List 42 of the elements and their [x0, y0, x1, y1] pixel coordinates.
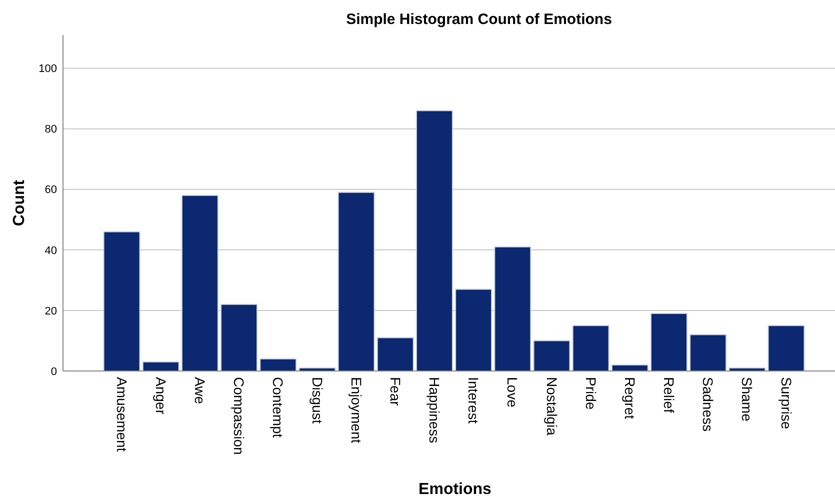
x-tick-label: Relief: [661, 377, 678, 413]
x-tick-label: Amusement: [114, 377, 130, 452]
x-tick-label: Shame: [739, 377, 756, 422]
x-tick-label: Pride: [582, 377, 599, 410]
bar: [376, 337, 414, 372]
y-tick-label: 40: [44, 244, 57, 257]
x-tick-label: Happiness: [426, 377, 443, 444]
x-axis-title: Emotions: [418, 481, 492, 498]
bar: [690, 334, 727, 372]
x-tick-label: Disgust: [309, 377, 326, 424]
bar: [220, 304, 258, 372]
x-tick-label: Anger: [152, 377, 169, 415]
bar: [572, 325, 610, 372]
bar: [768, 325, 805, 372]
x-tick-label: Surprise: [778, 377, 794, 430]
x-tick-label: Enjoyment: [348, 377, 364, 444]
y-tick-label: 60: [44, 184, 57, 196]
x-tick-label: Awe: [192, 377, 208, 404]
chart-title: Simple Histogram Count of Emotions: [346, 11, 612, 28]
bar: [338, 192, 375, 372]
bar: [103, 231, 140, 372]
bar: [416, 110, 453, 372]
bar: [142, 361, 180, 372]
bar: [181, 194, 218, 372]
y-tick-label: 0: [50, 366, 57, 378]
bar: [260, 358, 297, 372]
bar: [533, 340, 570, 372]
bar: [650, 312, 688, 372]
x-tick-label: Fear: [387, 377, 404, 406]
bar: [455, 288, 492, 372]
x-tick-label: Contempt: [270, 377, 286, 438]
x-tick-label: Sadness: [700, 377, 716, 432]
y-axis-title: Count: [11, 179, 28, 226]
bar: [494, 246, 532, 372]
x-tick-label: Nostalgia: [544, 377, 560, 436]
y-tick-label: 100: [38, 63, 57, 76]
y-tick-label: 20: [44, 305, 57, 318]
x-tick-label: Regret: [622, 377, 638, 420]
y-tick-label: 80: [44, 124, 57, 136]
x-tick-label: Love: [504, 377, 521, 408]
x-tick-label: Interest: [466, 377, 482, 424]
x-tick-label: Compassion: [231, 377, 248, 455]
